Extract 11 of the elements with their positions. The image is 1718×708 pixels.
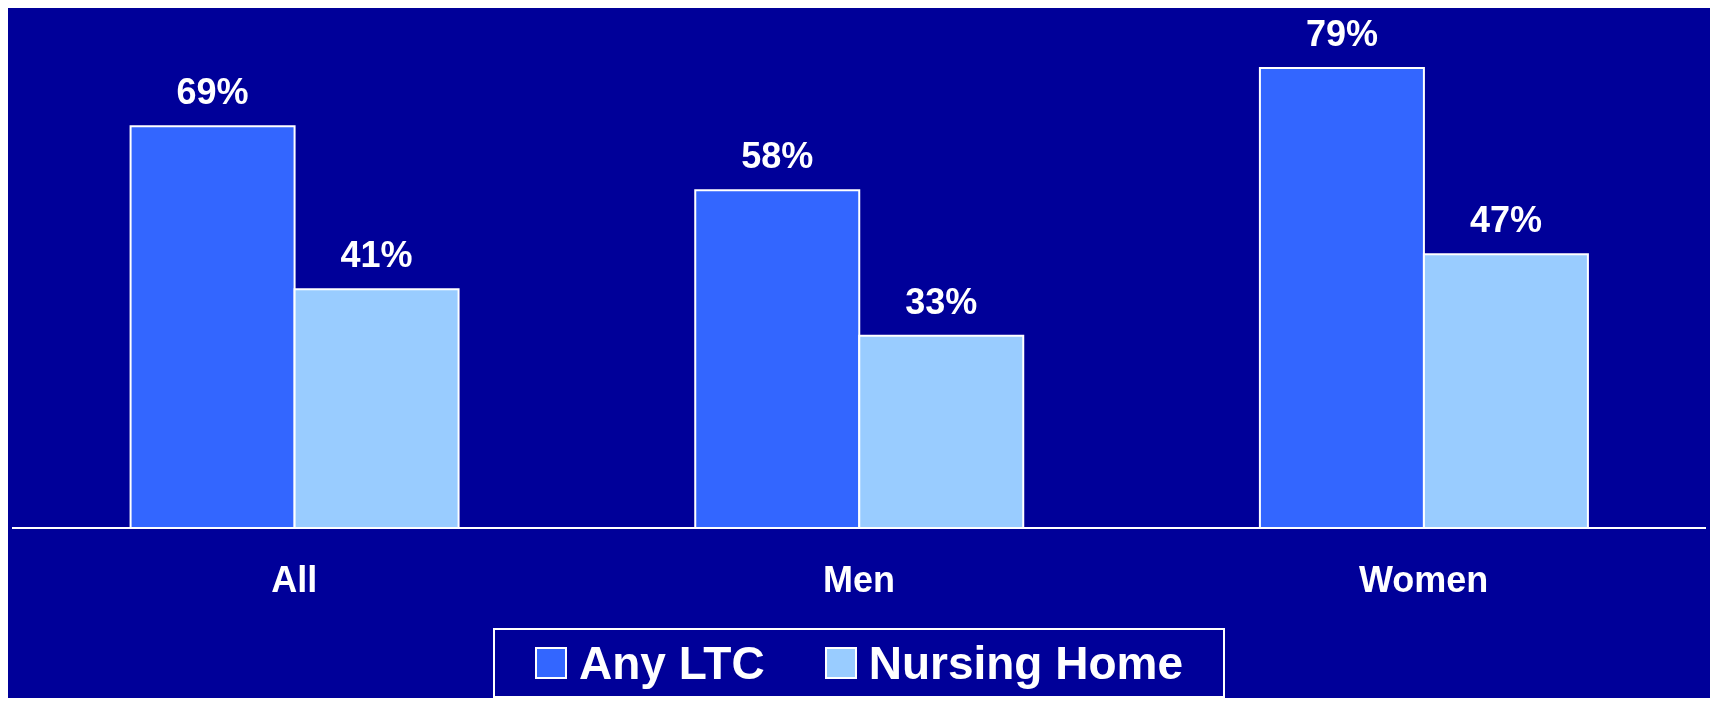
x-tick-label: All xyxy=(271,558,318,600)
data-label: 79% xyxy=(1305,13,1378,54)
x-tick-label: Men xyxy=(823,558,895,600)
legend-label: Nursing Home xyxy=(868,636,1184,690)
data-label: 41% xyxy=(340,234,413,276)
data-label: 58% xyxy=(741,135,814,177)
data-label: 47% xyxy=(1469,199,1542,241)
legend-label: Any LTC xyxy=(578,636,765,690)
data-label: 33% xyxy=(905,280,978,322)
x-tick-label: Women xyxy=(1358,558,1489,600)
data-label: 69% xyxy=(176,71,249,113)
